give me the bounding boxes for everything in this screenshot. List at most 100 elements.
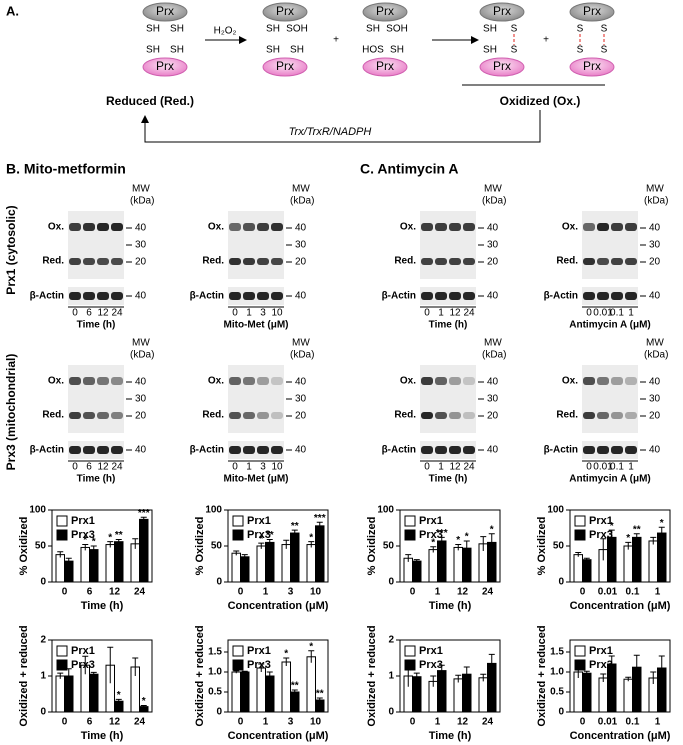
error-bar [316,697,323,702]
band-label: β-Actin [30,445,64,456]
bar [265,675,275,713]
error-bar [258,663,265,672]
mw-value: 20 [135,257,147,268]
band-label: β-Actin [382,291,416,302]
lane-label: 0.01 [593,462,613,473]
x-axis-label: Concentration (μM) [228,730,329,742]
mw-value: 40 [649,377,661,388]
bar [55,554,65,583]
band-label: β-Actin [30,291,64,302]
band [625,292,637,300]
significance: ** [115,530,123,541]
band [435,258,447,265]
bar [582,672,592,713]
lane-label: 24 [463,308,475,319]
thiol-label: HOS [362,45,384,56]
blot-membrane [420,211,476,279]
y-axis-label: % Oxidized [194,517,206,576]
lane-label: 0 [232,308,238,319]
plot-frame [227,639,329,713]
y-tick-label: 0 [216,707,222,718]
x-tick-label: 12 [457,587,469,598]
thiol-label: SOH [386,24,408,35]
mw-value: 20 [649,257,661,268]
bar [315,525,325,583]
band [257,258,269,265]
mw-value: 40 [487,223,499,234]
mw-value: 30 [295,240,307,251]
x-tick-label: 10 [310,587,322,598]
significance: * [309,532,313,543]
band-label: β-Actin [190,291,224,302]
lane-label: 24 [111,462,123,473]
x-tick-label: 0.01 [598,717,618,728]
bar [105,544,115,583]
bar [231,552,241,583]
mw-value: 40 [135,223,147,234]
y-tick-label: 1 [40,671,46,682]
error-bar [107,646,114,684]
y-tick-label: 2 [40,635,46,646]
band [83,258,95,265]
legend-label: Prx3 [419,659,443,671]
lane-label: 0 [424,462,430,473]
bar [412,560,422,583]
band [597,223,609,231]
legend-label: Prx3 [419,529,443,541]
x-tick-label: 24 [134,587,146,598]
x-tick-label: 0.01 [598,587,618,598]
error-bar [140,516,147,522]
prx-label: Prx [583,59,601,73]
thiol-label: SH [366,24,380,35]
thiol-label: SH [266,45,280,56]
legend-swatch [56,659,68,671]
legend-label: Prx1 [71,645,95,657]
error-bar [658,526,665,539]
prx-label: Prx [376,59,394,73]
mw-label: (kDa) [130,196,154,207]
mw-label: (kDa) [482,350,506,361]
band-label: Ox. [48,376,64,387]
band [583,446,595,454]
significance: * [83,535,87,546]
bar [265,541,275,583]
thiol-label: S [511,45,518,56]
band-label: Ox. [208,222,224,233]
legend-label: Prx1 [419,515,443,527]
error-bar [316,521,323,530]
band-label: Ox. [48,222,64,233]
blot-membrane [582,365,638,433]
mw-label: (kDa) [482,196,506,207]
error-bar [90,545,97,554]
lane-label: 0.01 [593,308,613,319]
blot-membrane [228,287,284,305]
prx-label: Prx [583,4,601,18]
prx-label: Prx [276,4,294,18]
legend-label: Prx3 [247,529,271,541]
blot-membrane [228,441,284,459]
error-bar [291,689,298,694]
band [611,412,623,419]
error-bar [633,654,640,680]
error-bar [258,542,265,549]
lane-label: 6 [86,462,92,473]
error-bar [266,671,273,680]
error-bar [233,550,240,556]
legend-label: Prx1 [247,645,271,657]
bar [64,560,74,583]
band [69,223,81,231]
band [97,292,109,300]
thiol-label: SH [266,24,280,35]
significance: * [108,532,112,543]
error-bar [438,664,445,676]
error-bar [480,536,487,552]
panel-label: A. [6,3,19,18]
band [83,446,95,454]
x-tick-label: 0 [410,717,416,728]
band [463,223,475,231]
band [463,258,475,265]
x-tick-label: 0 [580,587,586,598]
panel-title: B. Mito-metformin [6,161,126,177]
mw-value: 30 [295,394,307,405]
lane-label: 24 [463,462,475,473]
